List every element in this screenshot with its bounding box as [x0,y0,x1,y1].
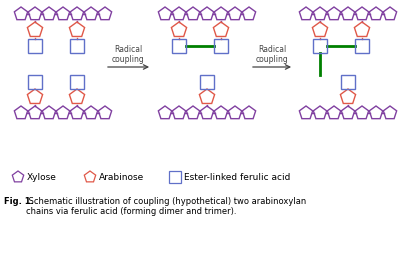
Bar [341,75,355,89]
Bar [70,75,84,89]
Bar [313,39,327,53]
Text: Radical
coupling: Radical coupling [112,45,144,64]
Bar [70,39,84,53]
Bar [355,39,369,53]
Text: Ester-linked ferulic acid: Ester-linked ferulic acid [184,172,290,182]
Bar [200,75,214,89]
Bar [172,39,186,53]
Text: Xylose: Xylose [27,172,57,182]
Bar [28,75,42,89]
Text: Arabinose: Arabinose [99,172,144,182]
Bar [28,39,42,53]
Text: Schematic illustration of coupling (hypothetical) two arabinoxylan
chains via fe: Schematic illustration of coupling (hypo… [26,197,306,216]
Bar [214,39,228,53]
Text: Fig. 1.: Fig. 1. [4,197,34,206]
Text: Radical
coupling: Radical coupling [255,45,288,64]
Bar [169,171,181,183]
